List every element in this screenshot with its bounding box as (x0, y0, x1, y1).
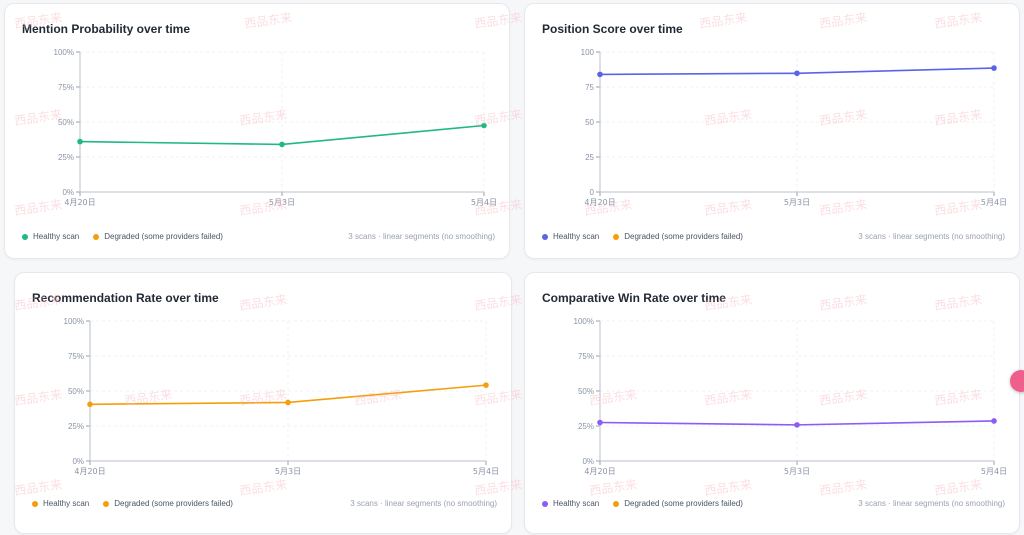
chart-card-recommendation-rate: Recommendation Rate over time 100% 75% 50%… (14, 272, 512, 534)
legend-label-degraded: Degraded (some providers failed) (104, 232, 223, 241)
chart-title: Mention Probability over time (22, 22, 191, 36)
chart-card-mention-probability: Mention Probability over time 100% 75% 50%… (4, 3, 510, 259)
chart-title: Recommendation Rate over time (32, 291, 219, 305)
data-point (794, 422, 800, 428)
y-tick-label: 0 (590, 188, 595, 197)
legend-label-healthy: Healthy scan (43, 499, 90, 508)
x-tick-label: 4月20日 (74, 467, 105, 476)
legend-label-healthy: Healthy scan (33, 232, 80, 241)
x-tick-label: 5月3日 (784, 467, 810, 476)
series-line (79, 124, 485, 146)
y-tick-label: 0% (582, 457, 594, 466)
x-tick-label: 5月4日 (981, 198, 1007, 207)
data-point (483, 382, 489, 388)
data-point (285, 399, 291, 406)
x-tick-label: 5月4日 (471, 198, 497, 207)
legend-dot-icon (22, 233, 28, 240)
x-tick-label: 5月3日 (269, 198, 295, 207)
legend-dot-icon (613, 500, 620, 507)
scan-note: 3 scans · linear segments (no smoothing) (858, 232, 1005, 241)
data-point (279, 141, 285, 148)
y-tick-label: 75% (578, 352, 594, 361)
x-tick-label: 4月20日 (64, 198, 95, 207)
x-tick-label: 4月20日 (584, 198, 615, 207)
data-point (77, 138, 83, 145)
data-point (597, 419, 603, 426)
chart-legend: Healthy scan Degraded (some providers fa… (542, 232, 743, 241)
chart-card-comparative-win-rate: Comparative Win Rate over time 100% 75% 50… (524, 272, 1020, 534)
legend-dot-icon (542, 233, 548, 240)
data-point (991, 65, 997, 71)
y-tick-label: 0% (62, 188, 74, 197)
chart-title: Comparative Win Rate over time (542, 291, 726, 305)
legend-item-healthy[interactable]: Healthy scan (32, 499, 89, 508)
y-tick-label: 100 (581, 48, 595, 57)
y-tick-label: 0% (72, 457, 84, 466)
y-tick-label: 50 (585, 118, 594, 127)
chart-legend: Healthy scan Degraded (some providers fa… (542, 499, 743, 508)
y-tick-label: 75 (585, 83, 594, 92)
legend-dot-icon (613, 233, 620, 240)
y-tick-label: 25% (58, 153, 74, 162)
y-tick-label: 50% (578, 387, 594, 396)
line-chart: 100% 75% 50% 25% 0%4月20日 5月3日 5月4日 (574, 317, 1008, 476)
legend-item-degraded[interactable]: Degraded (some providers failed) (613, 499, 743, 508)
x-tick-label: 5月4日 (473, 467, 499, 476)
y-tick-label: 25% (68, 422, 84, 431)
y-tick-label: 100% (54, 48, 74, 57)
chart-title: Position Score over time (542, 22, 683, 36)
legend-item-healthy[interactable]: Healthy scan (542, 499, 599, 508)
chart-legend: Healthy scan Degraded (some providers fa… (22, 232, 223, 241)
data-point (794, 70, 800, 77)
legend-item-healthy[interactable]: Healthy scan (542, 232, 599, 241)
y-tick-label: 75% (68, 352, 84, 361)
legend-label-degraded: Degraded (some providers failed) (114, 499, 233, 508)
y-tick-label: 50% (68, 387, 84, 396)
data-point (991, 418, 997, 424)
y-tick-label: 25% (578, 422, 594, 431)
y-tick-label: 25 (585, 153, 594, 162)
legend-item-healthy[interactable]: Healthy scan (22, 232, 79, 241)
x-tick-label: 5月3日 (784, 198, 810, 207)
line-chart: 100% 75% 50% 25% 0%4月20日 5月3日 5月4日 (54, 48, 498, 207)
data-point (87, 401, 93, 408)
legend-dot-icon (542, 500, 548, 507)
y-tick-label: 100% (64, 317, 84, 326)
legend-item-degraded[interactable]: Degraded (some providers failed) (613, 232, 743, 241)
legend-dot-icon (103, 500, 110, 507)
data-point (597, 71, 603, 78)
scan-note: 3 scans · linear segments (no smoothing) (348, 232, 495, 241)
scan-note: 3 scans · linear segments (no smoothing) (858, 499, 1005, 508)
legend-label-healthy: Healthy scan (553, 499, 600, 508)
chart-legend: Healthy scan Degraded (some providers fa… (32, 499, 233, 508)
legend-item-degraded[interactable]: Degraded (some providers failed) (103, 499, 233, 508)
data-point (481, 122, 487, 129)
legend-dot-icon (32, 500, 38, 507)
line-chart: 100% 75% 50% 25% 0%4月20日 5月3日 5月4日 (64, 317, 500, 476)
legend-label-degraded: Degraded (some providers failed) (624, 232, 743, 241)
x-tick-label: 4月20日 (584, 467, 615, 476)
legend-dot-icon (93, 233, 100, 240)
floating-assistant-button[interactable] (1010, 370, 1024, 392)
legend-label-degraded: Degraded (some providers failed) (624, 499, 743, 508)
chart-card-position-score: Position Score over time 100 75 50 25 0 4月20日… (524, 3, 1020, 259)
x-tick-label: 5月4日 (981, 467, 1007, 476)
y-tick-label: 100% (574, 317, 594, 326)
y-tick-label: 50% (58, 118, 74, 127)
legend-label-healthy: Healthy scan (553, 232, 600, 241)
scan-note: 3 scans · linear segments (no smoothing) (350, 499, 497, 508)
legend-item-degraded[interactable]: Degraded (some providers failed) (93, 232, 223, 241)
x-tick-label: 5月3日 (275, 467, 301, 476)
y-tick-label: 75% (58, 83, 74, 92)
